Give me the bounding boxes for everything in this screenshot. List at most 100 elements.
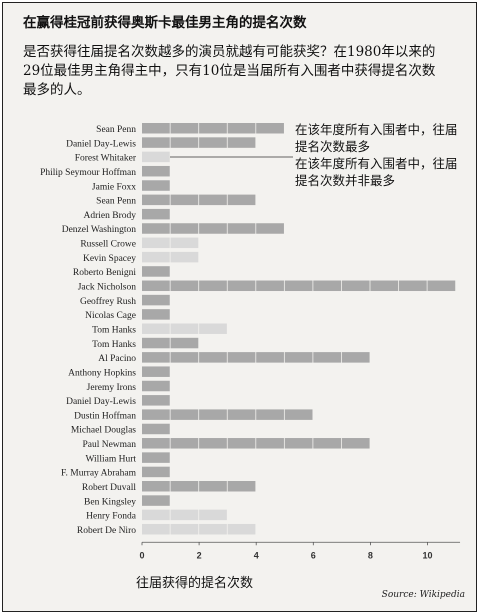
bar-segment	[170, 509, 199, 521]
bar-segment	[199, 409, 227, 420]
actor-label: Roberto Benigni	[73, 268, 136, 278]
bar-segment	[142, 280, 170, 292]
bar-segment	[227, 280, 256, 292]
bar	[142, 151, 170, 163]
bar-segment	[142, 509, 170, 521]
bar-segment	[142, 180, 170, 191]
bar-segment	[142, 194, 170, 206]
bar	[142, 208, 170, 220]
bar-segment	[256, 352, 284, 363]
bar-segment	[227, 223, 256, 234]
bar-segment	[256, 438, 284, 449]
bar-segment	[142, 481, 170, 492]
bar	[142, 395, 170, 406]
bar-segment	[199, 523, 227, 535]
bar	[142, 337, 199, 349]
actor-label: Daniel Day-Lewis	[66, 139, 136, 149]
actor-label: Sean Penn	[96, 197, 136, 207]
actor-labels: Sean Penn Daniel Day-Lewis Forest Whitaker…	[40, 125, 137, 536]
bar-segment	[284, 352, 313, 363]
bar-segment	[284, 280, 313, 292]
bar-segment	[142, 438, 170, 449]
bar-segment	[370, 280, 399, 292]
bar-segment	[142, 294, 170, 306]
bar-segment	[199, 352, 227, 363]
bar	[142, 137, 256, 148]
bar-segment	[170, 409, 199, 420]
bar-segment	[142, 266, 170, 277]
bar-segment	[170, 137, 199, 148]
bar-segment	[170, 438, 199, 449]
x-tick-label: 10	[422, 550, 432, 560]
bar-segment	[313, 438, 342, 449]
bar-segment	[199, 323, 227, 334]
bar-segment	[142, 337, 170, 349]
bar-segment	[142, 251, 170, 263]
bar-segment	[142, 151, 170, 163]
bar-segment	[142, 352, 170, 363]
bar	[142, 409, 313, 420]
actor-label: Robert Duvall	[82, 483, 136, 493]
bars-layer	[142, 123, 456, 535]
bar-segment	[284, 438, 313, 449]
bar-segment	[170, 337, 199, 349]
bar	[142, 481, 256, 492]
bar-segment	[170, 194, 199, 206]
chart-subtitle: 是否获得往届提名次数越多的演员就越有可能获奖？在1980年以来的29位最佳男主角…	[23, 44, 436, 98]
bar-segment	[256, 409, 284, 420]
bar	[142, 466, 170, 478]
bar-segment	[256, 280, 284, 292]
bar-segment	[170, 481, 199, 492]
x-tick-label: 8	[368, 550, 373, 560]
bar-segment	[199, 280, 227, 292]
bar-segment	[170, 352, 199, 363]
bar-segment	[227, 409, 256, 420]
bar-segment	[170, 251, 199, 263]
bar-segment	[341, 280, 370, 292]
actor-label: Jack Nicholson	[78, 283, 137, 293]
bar	[142, 352, 370, 363]
bar	[142, 165, 170, 177]
bar-segment	[227, 352, 256, 363]
actor-label: Paul Newman	[82, 440, 136, 450]
actor-label: Forest Whitaker	[75, 154, 137, 164]
bar-segment	[142, 452, 170, 463]
x-axis: 0 2 4 6 8 10	[139, 541, 461, 560]
bar	[142, 294, 170, 306]
bar-segment	[199, 137, 227, 148]
bar-segment	[227, 438, 256, 449]
bar	[142, 380, 170, 392]
actor-label: Dustin Hoffman	[74, 410, 136, 421]
bar-segment	[142, 309, 170, 320]
bar	[142, 123, 284, 134]
bar	[142, 223, 284, 234]
bar	[142, 237, 199, 249]
x-tick-label: 0	[139, 550, 144, 560]
actor-label: William Hurt	[85, 454, 136, 464]
bar-segment	[142, 208, 170, 220]
bar	[142, 366, 170, 377]
bar-segment	[142, 423, 170, 435]
bar-segment	[199, 194, 227, 206]
bar-segment	[427, 280, 456, 292]
x-tick-label: 2	[197, 550, 202, 560]
bar-segment	[170, 280, 199, 292]
bar	[142, 194, 256, 206]
bar-segment	[313, 280, 342, 292]
bar-segment	[170, 323, 199, 334]
actor-label: Tom Hanks	[92, 325, 136, 335]
bar-segment	[199, 438, 227, 449]
x-axis-label: 往届获得的提名次数	[136, 576, 254, 591]
bar-segment	[142, 123, 170, 134]
actor-label: Adrien Brody	[83, 211, 136, 221]
actor-label: Jamie Foxx	[92, 182, 136, 192]
bar-segment	[170, 223, 199, 234]
actor-label: Henry Fonda	[86, 512, 137, 522]
x-tick-label: 6	[311, 550, 316, 560]
bar	[142, 251, 199, 263]
actor-label: Jeremy Irons	[87, 383, 137, 393]
bar-segment	[142, 395, 170, 406]
bar-segment	[227, 523, 256, 535]
actor-label: Sean Penn	[96, 125, 136, 135]
bar	[142, 309, 170, 320]
